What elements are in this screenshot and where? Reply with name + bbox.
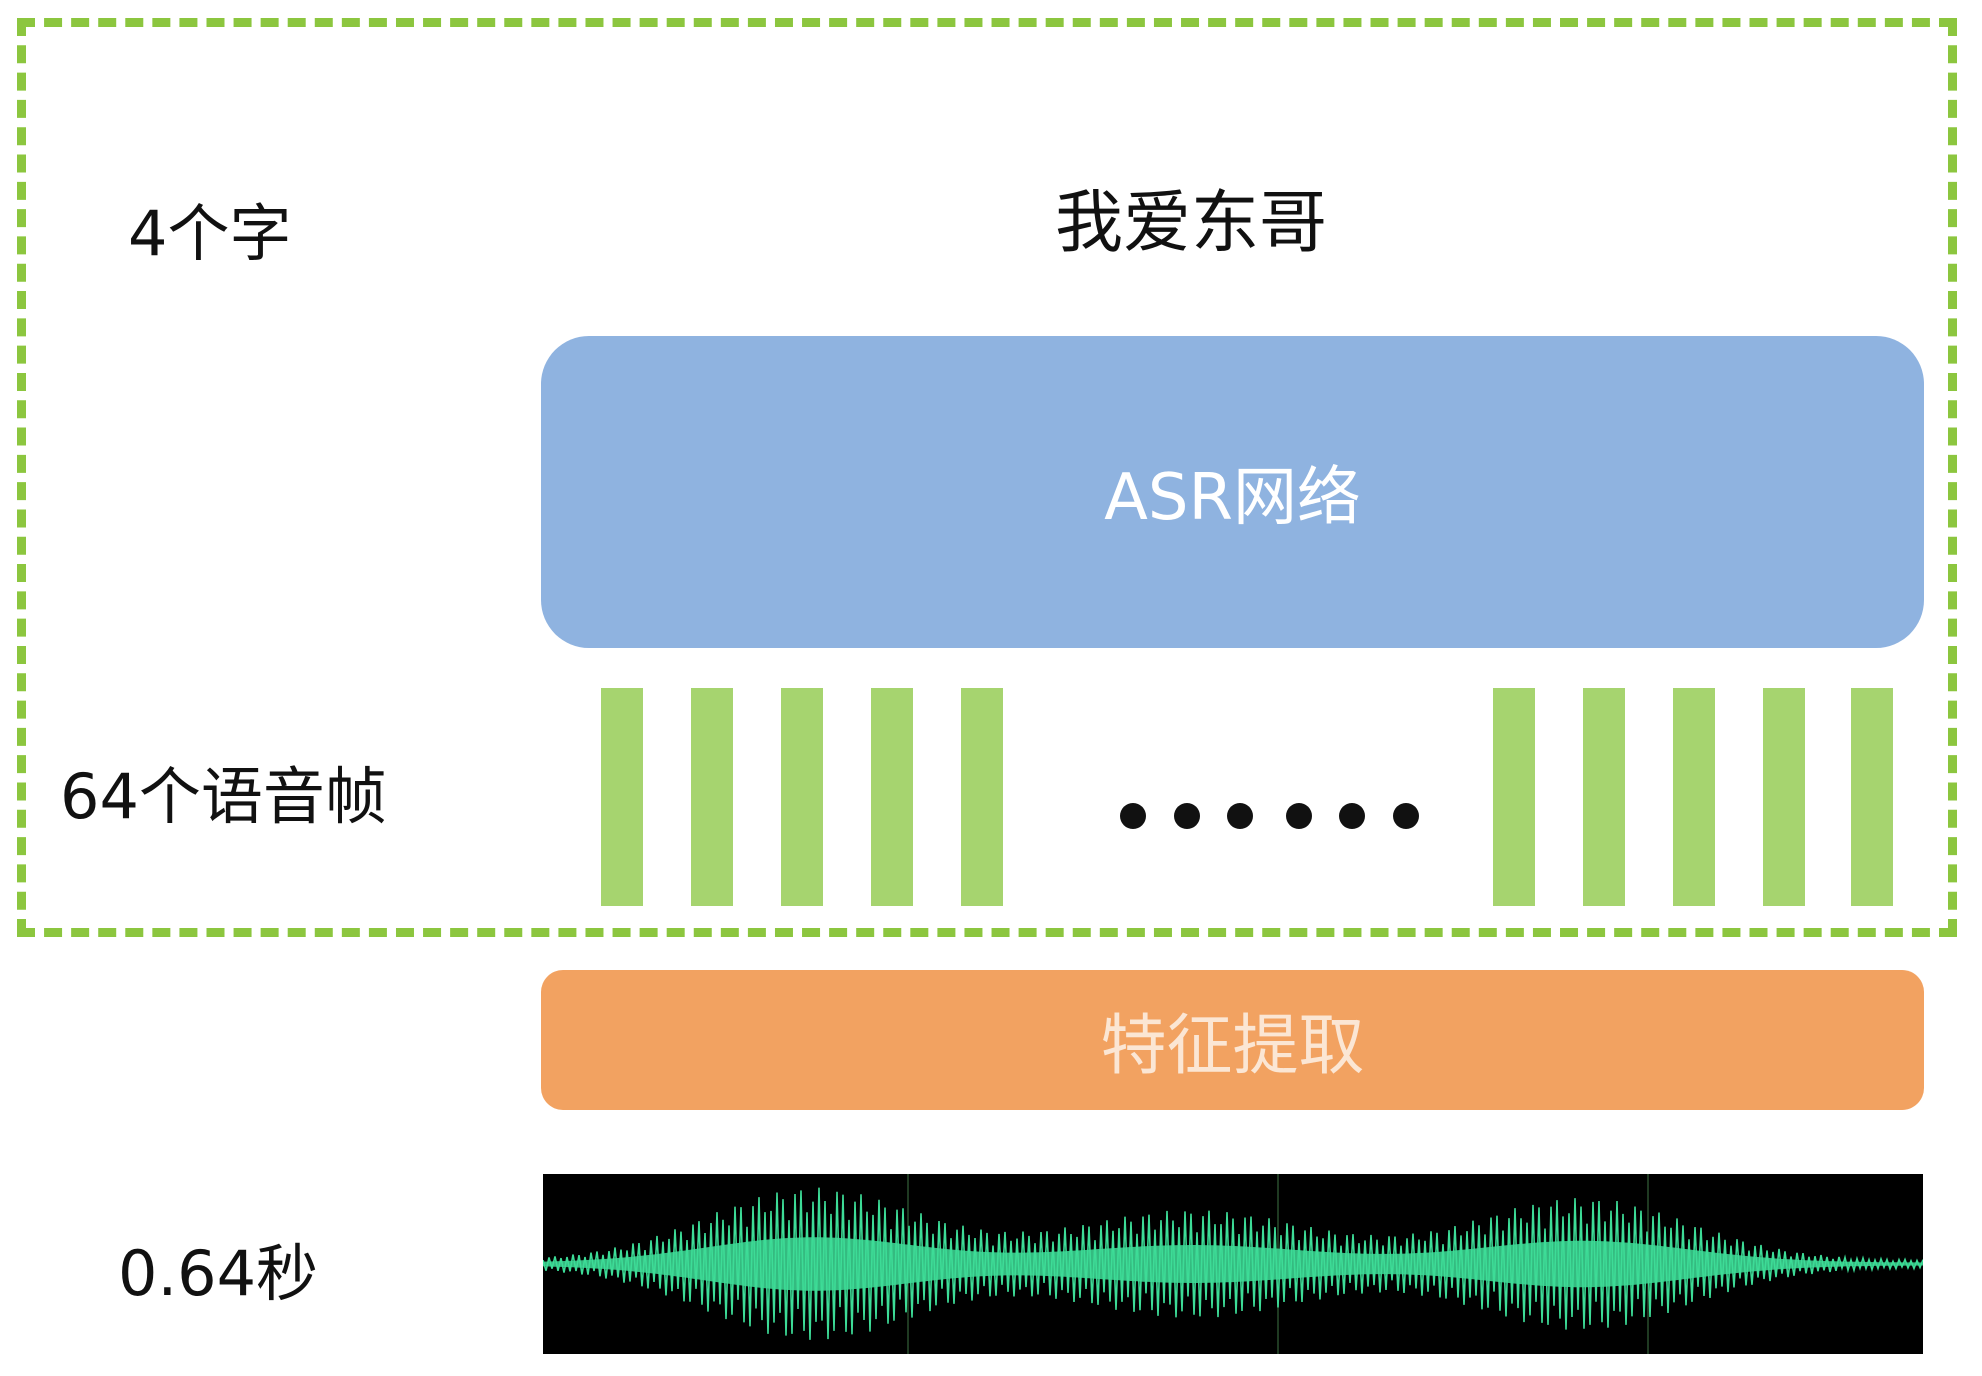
speech-frame (1493, 688, 1535, 906)
ellipsis-dot (1286, 803, 1312, 829)
speech-frame (1763, 688, 1805, 906)
ellipsis-dot (1339, 803, 1365, 829)
chars-count-label: 4个字 (128, 197, 292, 270)
waveform-graphic (542, 1174, 1924, 1354)
output-text: 我爱东哥 (1055, 184, 1328, 263)
feature-extraction-label: 特征提取 (1100, 1007, 1365, 1084)
asr-network-box: ASR网络 (541, 336, 1924, 648)
ellipsis-dot (1120, 803, 1146, 829)
speech-frame (1673, 688, 1715, 906)
speech-frame (1851, 688, 1893, 906)
frames-count-label: 64个语音帧 (60, 760, 387, 833)
network-boundary-dashed-box (17, 18, 1957, 937)
duration-label: 0.64秒 (118, 1237, 319, 1310)
speech-frame (961, 688, 1003, 906)
audio-waveform (542, 1174, 1924, 1354)
speech-frame (781, 688, 823, 906)
ellipsis-dot (1227, 803, 1253, 829)
waveform-envelope (543, 1237, 1923, 1291)
asr-network-label: ASR网络 (1104, 461, 1361, 535)
speech-frame (601, 688, 643, 906)
speech-frame (691, 688, 733, 906)
feature-extraction-box: 特征提取 (541, 970, 1924, 1110)
ellipsis-dot (1393, 803, 1419, 829)
ellipsis-dot (1174, 803, 1200, 829)
speech-frame (1583, 688, 1625, 906)
speech-frame (871, 688, 913, 906)
